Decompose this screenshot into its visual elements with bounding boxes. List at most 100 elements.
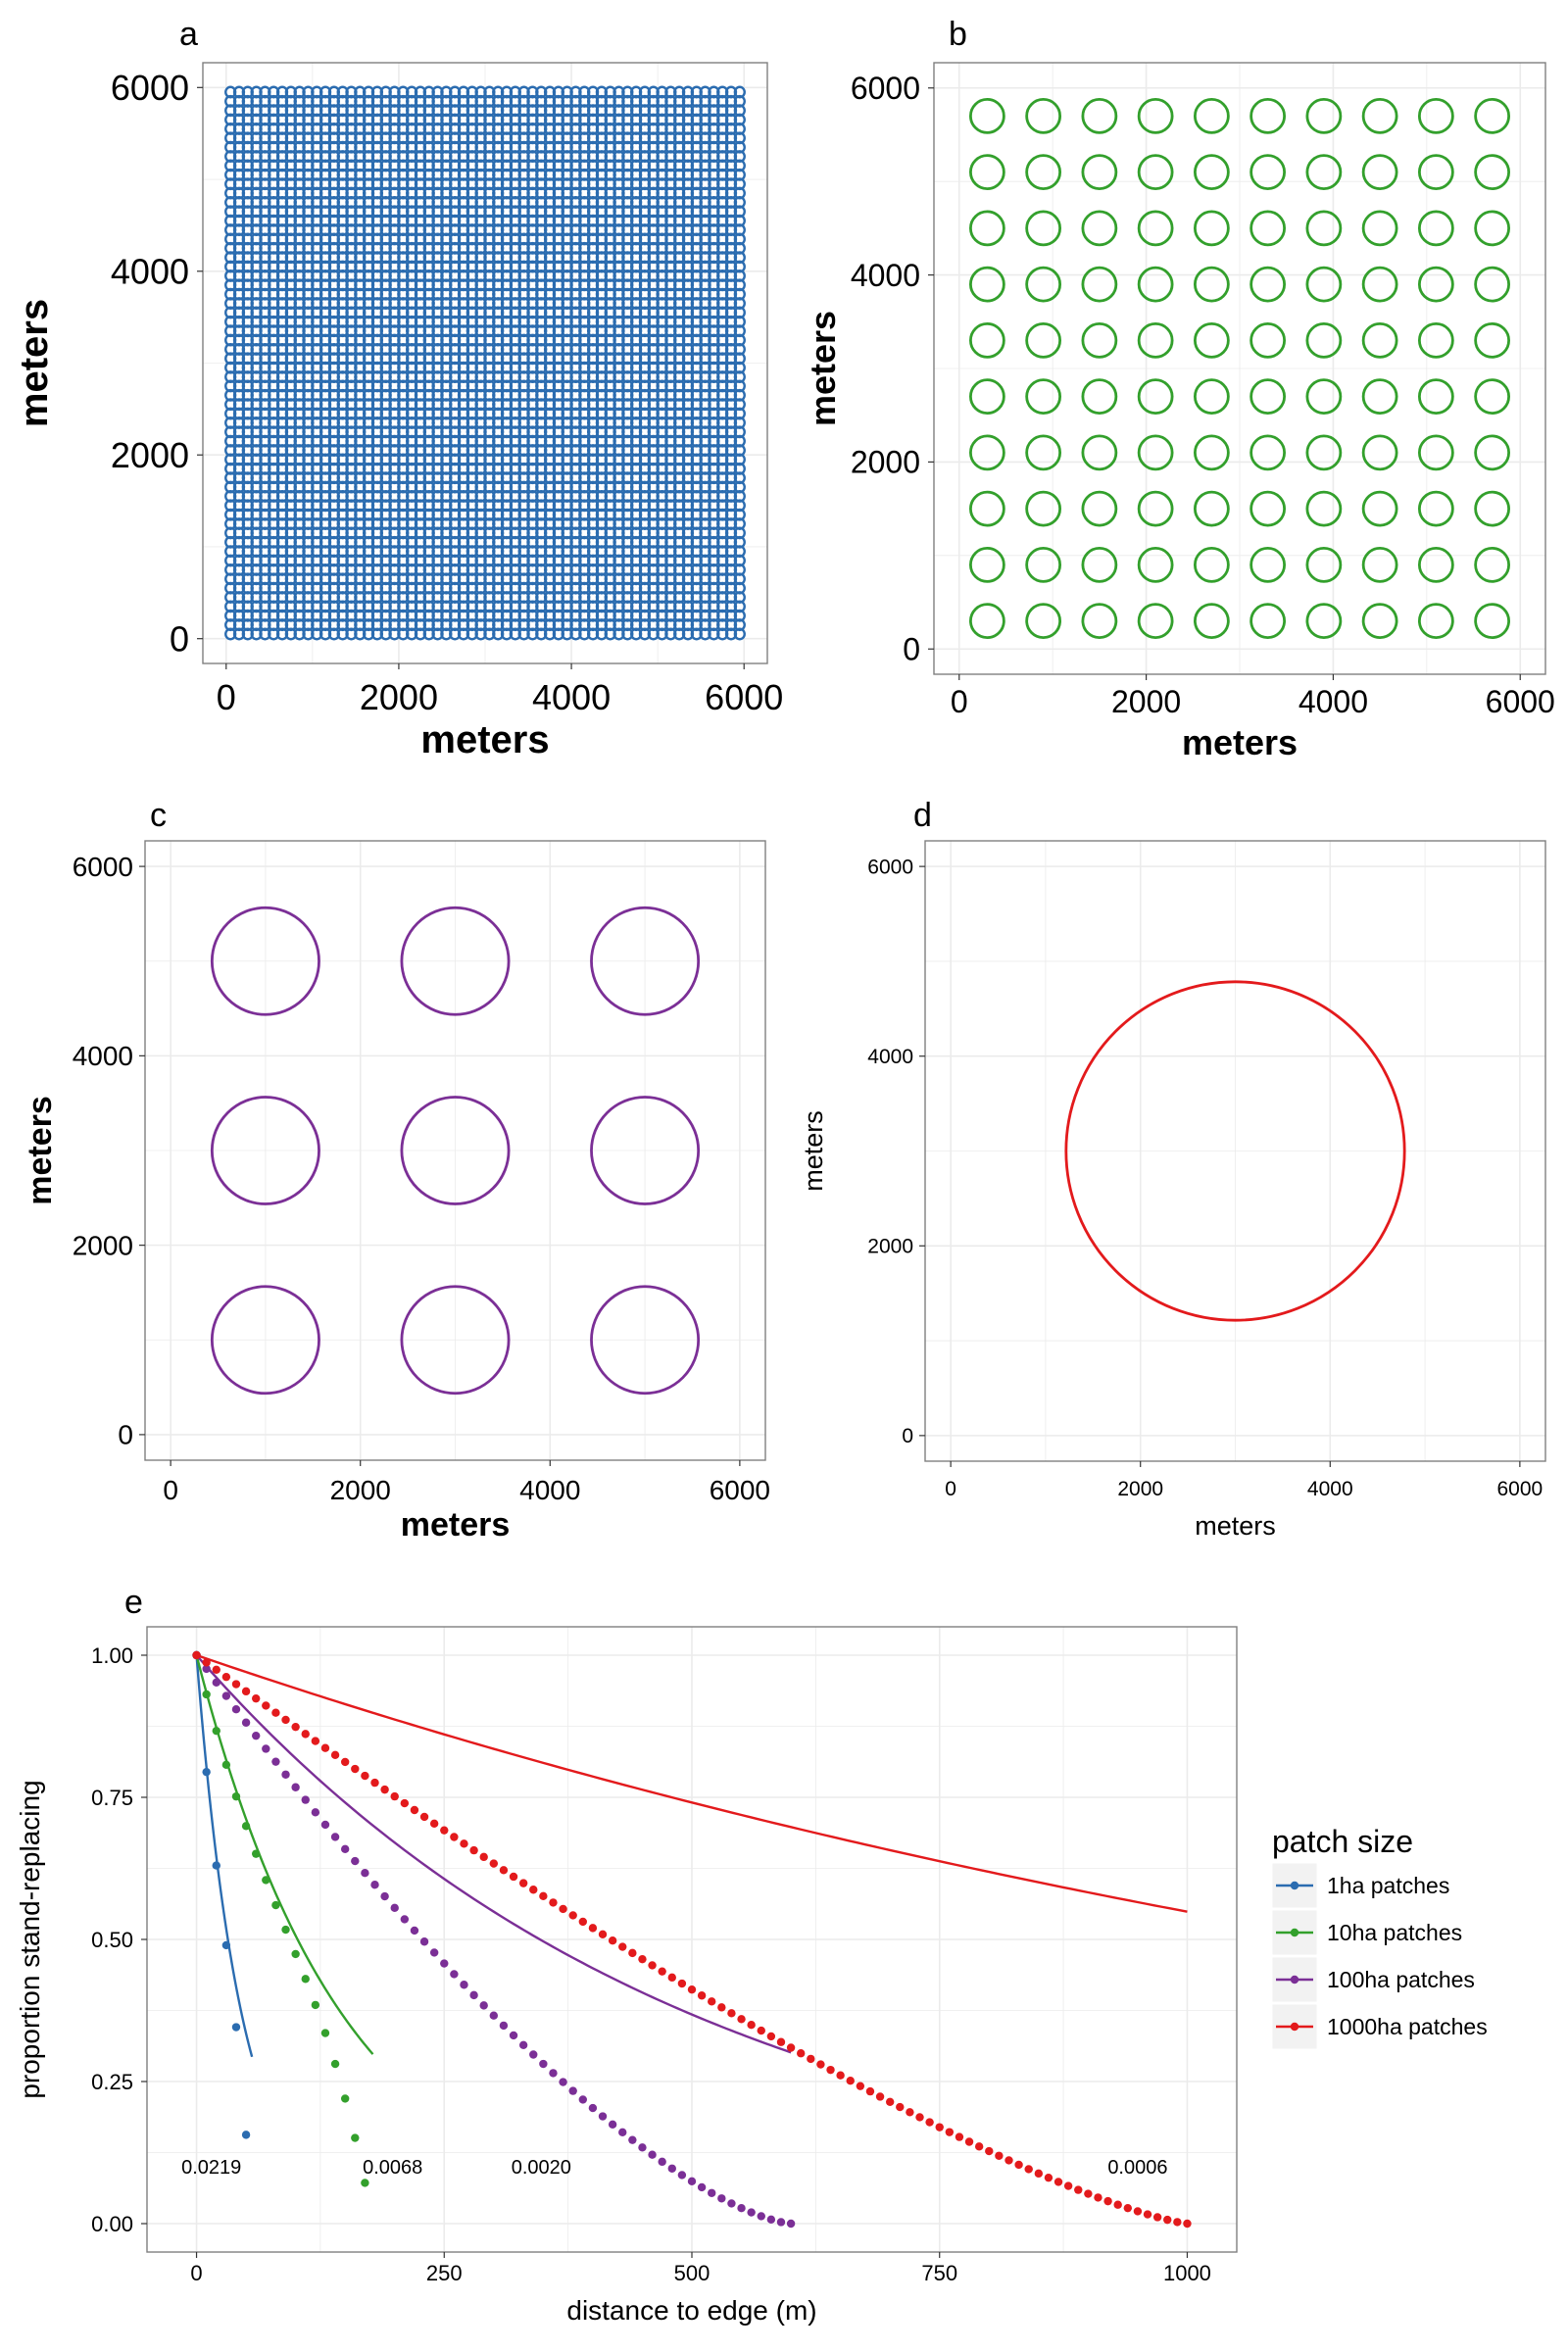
x-tick-label: 250 (426, 2261, 463, 2285)
data-point (667, 2164, 676, 2173)
data-point (489, 2011, 499, 2020)
data-point (628, 1948, 637, 1958)
data-point (460, 1981, 468, 1989)
data-point (429, 1948, 439, 1957)
patch-circle (1193, 546, 1230, 583)
patch-circle (1250, 603, 1287, 639)
rate-label: 0.0219 (181, 2157, 241, 2179)
data-point (766, 2032, 776, 2041)
patch-circle (1137, 321, 1174, 359)
data-point (1063, 2181, 1073, 2190)
data-point (311, 2000, 320, 2010)
data-point (252, 1693, 261, 1703)
patch-circle (1025, 546, 1062, 583)
y-tick-label: 0.50 (91, 1928, 133, 1952)
patch-circle (1417, 490, 1454, 527)
series-4: 0.0006 (192, 1650, 1192, 2229)
patch-circle (1137, 490, 1174, 527)
legend-key-point (1290, 1881, 1299, 1890)
panel-d: d 0 2000 4000 6000 0 2000 4000 6000 meters meters (799, 797, 1546, 1541)
patch-circle (1081, 321, 1118, 359)
data-point (202, 1767, 211, 1777)
patch-circle (969, 321, 1005, 359)
patch-circle (1193, 378, 1230, 416)
data-point (489, 1859, 499, 1868)
data-point (766, 2215, 776, 2225)
patch-circle (1137, 210, 1174, 247)
data-point (906, 2108, 914, 2117)
patch-circle (1474, 321, 1510, 359)
patch-circle (1081, 210, 1118, 247)
x-axis-title: meters (420, 718, 549, 761)
data-point (351, 1856, 360, 1866)
data-point (1123, 2203, 1133, 2213)
legend-key-point (1290, 2022, 1299, 2032)
patch-circle (1305, 546, 1343, 583)
patch-circle (1064, 980, 1406, 1322)
patch-circle (1417, 603, 1454, 639)
data-point (400, 1915, 410, 1924)
data-point (559, 2078, 567, 2086)
data-point (608, 1936, 617, 1945)
data-point (658, 2157, 666, 2167)
patch-circle (1025, 434, 1062, 471)
data-point (737, 2204, 746, 2213)
data-point (370, 1778, 379, 1788)
y-tick-label: 4000 (111, 251, 189, 291)
data-point (252, 1849, 261, 1858)
patch-circle (969, 434, 1005, 471)
data-point (281, 1925, 290, 1935)
data-point (786, 2043, 796, 2052)
data-point (598, 1930, 608, 1938)
y-tick-label: 0.75 (91, 1786, 133, 1810)
data-point (618, 1942, 627, 1951)
patch-circle (210, 1285, 320, 1396)
data-point (687, 2177, 697, 2186)
patch-circle (1361, 154, 1398, 191)
rate-label: 0.0068 (363, 2157, 422, 2179)
patch-circle (210, 906, 320, 1016)
data-point (271, 1708, 280, 1717)
x-tick-label: 2000 (330, 1475, 391, 1505)
data-point (450, 1970, 459, 1979)
circles (969, 98, 1510, 639)
data-point (677, 2171, 687, 2180)
legend-key-point (1290, 1975, 1299, 1984)
data-point (708, 1997, 716, 2006)
data-point (549, 2069, 558, 2078)
data-point (460, 1839, 468, 1848)
y-tick-label: 6000 (111, 68, 189, 108)
plot-frame (202, 62, 768, 664)
data-point (241, 1687, 251, 1696)
patch-circle (1417, 546, 1454, 583)
patch-circle (590, 906, 701, 1016)
data-point (608, 2120, 617, 2129)
data-point (361, 1869, 369, 1878)
data-point (925, 2118, 934, 2127)
y-axis-title: meters (799, 1110, 828, 1192)
data-point (529, 1886, 538, 1894)
patch-circle (733, 85, 746, 99)
plot-frame (144, 840, 766, 1461)
patch-circle (1250, 490, 1287, 527)
panel-label: d (913, 797, 932, 834)
data-point (856, 2082, 865, 2090)
patch-circle (1193, 434, 1230, 471)
data-point (1133, 2207, 1143, 2216)
circles (224, 85, 746, 641)
patch-circle (1137, 378, 1174, 416)
y-axis-title: meters (22, 1096, 59, 1205)
patch-circle (1081, 603, 1118, 639)
data-point (281, 1770, 290, 1779)
fit-line (195, 1654, 374, 2055)
patch-circle (1025, 490, 1062, 527)
patch-circle (1474, 210, 1510, 247)
data-point (915, 2113, 924, 2122)
data-point (518, 1879, 528, 1887)
data-point (192, 1650, 201, 1660)
data-point (1084, 2189, 1093, 2198)
data-point (231, 1791, 241, 1801)
patch-circle (1474, 434, 1510, 471)
patch-circle (1305, 378, 1343, 416)
patch-circle (1417, 154, 1454, 191)
